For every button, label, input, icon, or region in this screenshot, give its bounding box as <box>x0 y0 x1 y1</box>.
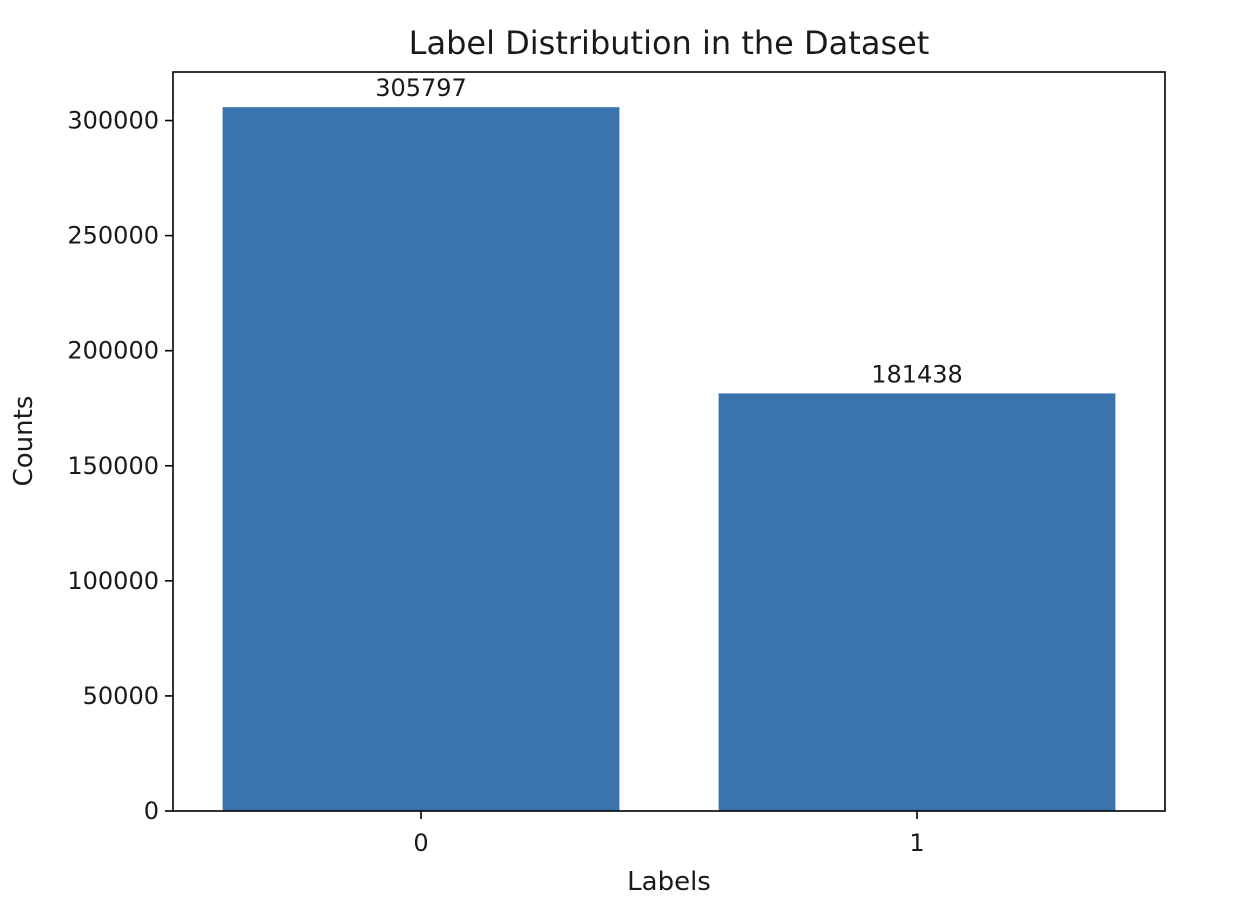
y-tick-label-150000: 150000 <box>67 452 159 480</box>
bar-0 <box>222 107 620 812</box>
x-tick-label-0: 0 <box>413 829 428 857</box>
bar-1 <box>718 393 1116 811</box>
bars-group <box>222 107 1116 812</box>
plot-frame <box>172 71 1166 812</box>
y-axis: 0 50000 100000 150000 200000 250000 300000 <box>67 107 173 825</box>
data-label-1: 181438 <box>871 360 963 388</box>
y-tick-label-200000: 200000 <box>67 337 159 365</box>
y-axis-label: Counts <box>9 396 39 487</box>
data-label-0: 305797 <box>375 74 467 102</box>
x-axis-label: Labels <box>627 867 711 897</box>
chart-title: Label Distribution in the Dataset <box>409 24 930 62</box>
y-tick-label-50000: 50000 <box>83 682 159 710</box>
y-tick-label-250000: 250000 <box>67 222 159 250</box>
data-labels-group: 305797 181438 <box>375 74 963 388</box>
y-tick-label-100000: 100000 <box>67 567 159 595</box>
y-tick-label-0: 0 <box>144 797 159 825</box>
y-tick-label-300000: 300000 <box>67 107 159 135</box>
x-tick-label-1: 1 <box>909 829 924 857</box>
